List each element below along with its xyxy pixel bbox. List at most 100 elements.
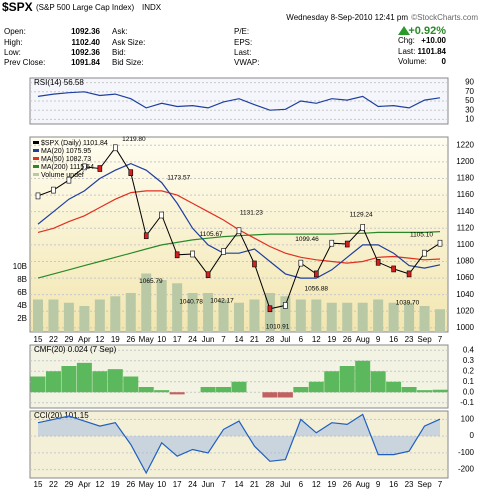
x-tick-label: 12 [312,480,321,489]
quote-value: 1092.36 [71,48,100,57]
quote-label: Low: [4,48,21,57]
price-close [97,165,103,172]
quote-value: 1102.40 [72,38,101,47]
y-tick-label: 90 [465,78,474,87]
legend-label: MA(20) 1075.95 [41,148,91,155]
price-close [174,251,180,259]
panel-title: CMF(20) 0.024 (7 Sep) [34,345,117,354]
x-tick-label: 26 [343,335,352,344]
volume-tick-label: 10B [13,262,27,271]
volume-bar [79,306,90,332]
volume-bar [435,309,445,332]
x-tick-label: 26 [126,480,135,489]
x-tick-label: 7 [438,335,443,344]
y-tick-label: 1200 [456,157,474,166]
cmf-bar [216,387,232,393]
legend-swatch [33,149,39,152]
volume-bar [419,306,430,332]
price-close [221,248,226,255]
quote-value: 1092.36 [71,27,100,36]
up-arrow [398,26,410,35]
x-tick-label: Aug [356,480,370,489]
cmf-bar [417,390,433,393]
y-tick-label: 10 [465,115,474,124]
volume-bar [280,296,291,332]
x-tick-label: 19 [327,335,336,344]
price-line [37,162,441,279]
x-tick-label: 10 [157,335,166,344]
cmf-bar [401,387,417,393]
price-close [267,305,273,313]
price-close [205,271,211,279]
legend-label: Volume undef [41,172,84,179]
price-annotation: 1173.57 [167,175,190,182]
price-close [298,259,304,267]
price-close [66,176,72,184]
price-close [113,144,118,152]
volume-bar [234,302,244,332]
x-tick-label: 23 [405,335,414,344]
cmf-bar [107,369,123,393]
x-tick-label: 15 [34,480,43,489]
x-tick-label: 15 [34,335,43,344]
y-tick-label: 1120 [457,223,475,232]
x-tick-label: 21 [250,480,259,489]
legend-swatch [33,173,39,176]
x-tick-label: 22 [49,480,58,489]
indicator-line [37,413,441,475]
price-annotation: 1040.78 [179,299,203,306]
volume-tick-label: 6B [17,288,27,297]
cmf-bar [386,381,402,393]
x-tick-label: 19 [111,335,120,344]
quote-label: P/E: [234,27,249,36]
x-tick-label: 6 [299,335,304,344]
price-annotation: 1105.10 [410,231,433,238]
quote-label: Prev Close: [4,58,45,67]
cmf-bar [200,387,216,393]
legend-swatch [33,141,39,144]
y-tick-label: 50 [465,96,474,105]
x-tick-label: 9 [376,335,381,344]
x-tick-label: 14 [235,335,244,344]
price-close [51,186,56,194]
price-close [360,224,365,231]
change-pct: +0.92% [408,25,446,37]
volume-bar [357,302,368,332]
volume-bar [33,299,43,332]
x-tick-label: 17 [173,335,182,344]
price-annotation: 1056.88 [305,285,329,292]
y-tick-label: 1040 [456,290,474,299]
y-tick-label: 100 [461,414,475,423]
price-close [329,239,335,247]
y-tick-label: 0.4 [463,345,475,354]
y-tick-label: 0.2 [463,366,475,375]
x-tick-label: 14 [235,480,244,489]
volume-bar [172,283,183,332]
x-tick-label: 24 [188,480,197,489]
x-tick-label: 24 [188,335,197,344]
quote-label: Bid: [112,48,126,57]
x-tick-label: 7 [221,480,226,489]
quote-label: Last: [398,47,415,56]
volume-tick-label: 8B [17,275,27,284]
y-tick-label: -100 [458,448,475,457]
price-close [422,249,427,257]
y-tick-label: 1020 [456,306,474,315]
x-tick-label: 16 [389,480,398,489]
price-annotation: 1219.80 [122,136,146,143]
x-tick-label: 22 [49,335,58,344]
y-tick-label: 0.3 [463,356,475,365]
quote-label: EPS: [234,38,252,47]
y-tick-label: 1160 [457,190,475,199]
cmf-bar [92,371,108,393]
cmf-bar [123,376,139,393]
volume-bar [311,299,322,332]
quote-value: 1101.84 [418,47,447,56]
price-annotation: 1010.91 [266,324,290,331]
x-tick-label: May [139,335,154,344]
volume-bar [203,293,214,332]
x-tick-label: Jul [280,480,290,489]
x-tick-label: 26 [126,335,135,344]
quote-value: +10.00 [421,36,446,45]
